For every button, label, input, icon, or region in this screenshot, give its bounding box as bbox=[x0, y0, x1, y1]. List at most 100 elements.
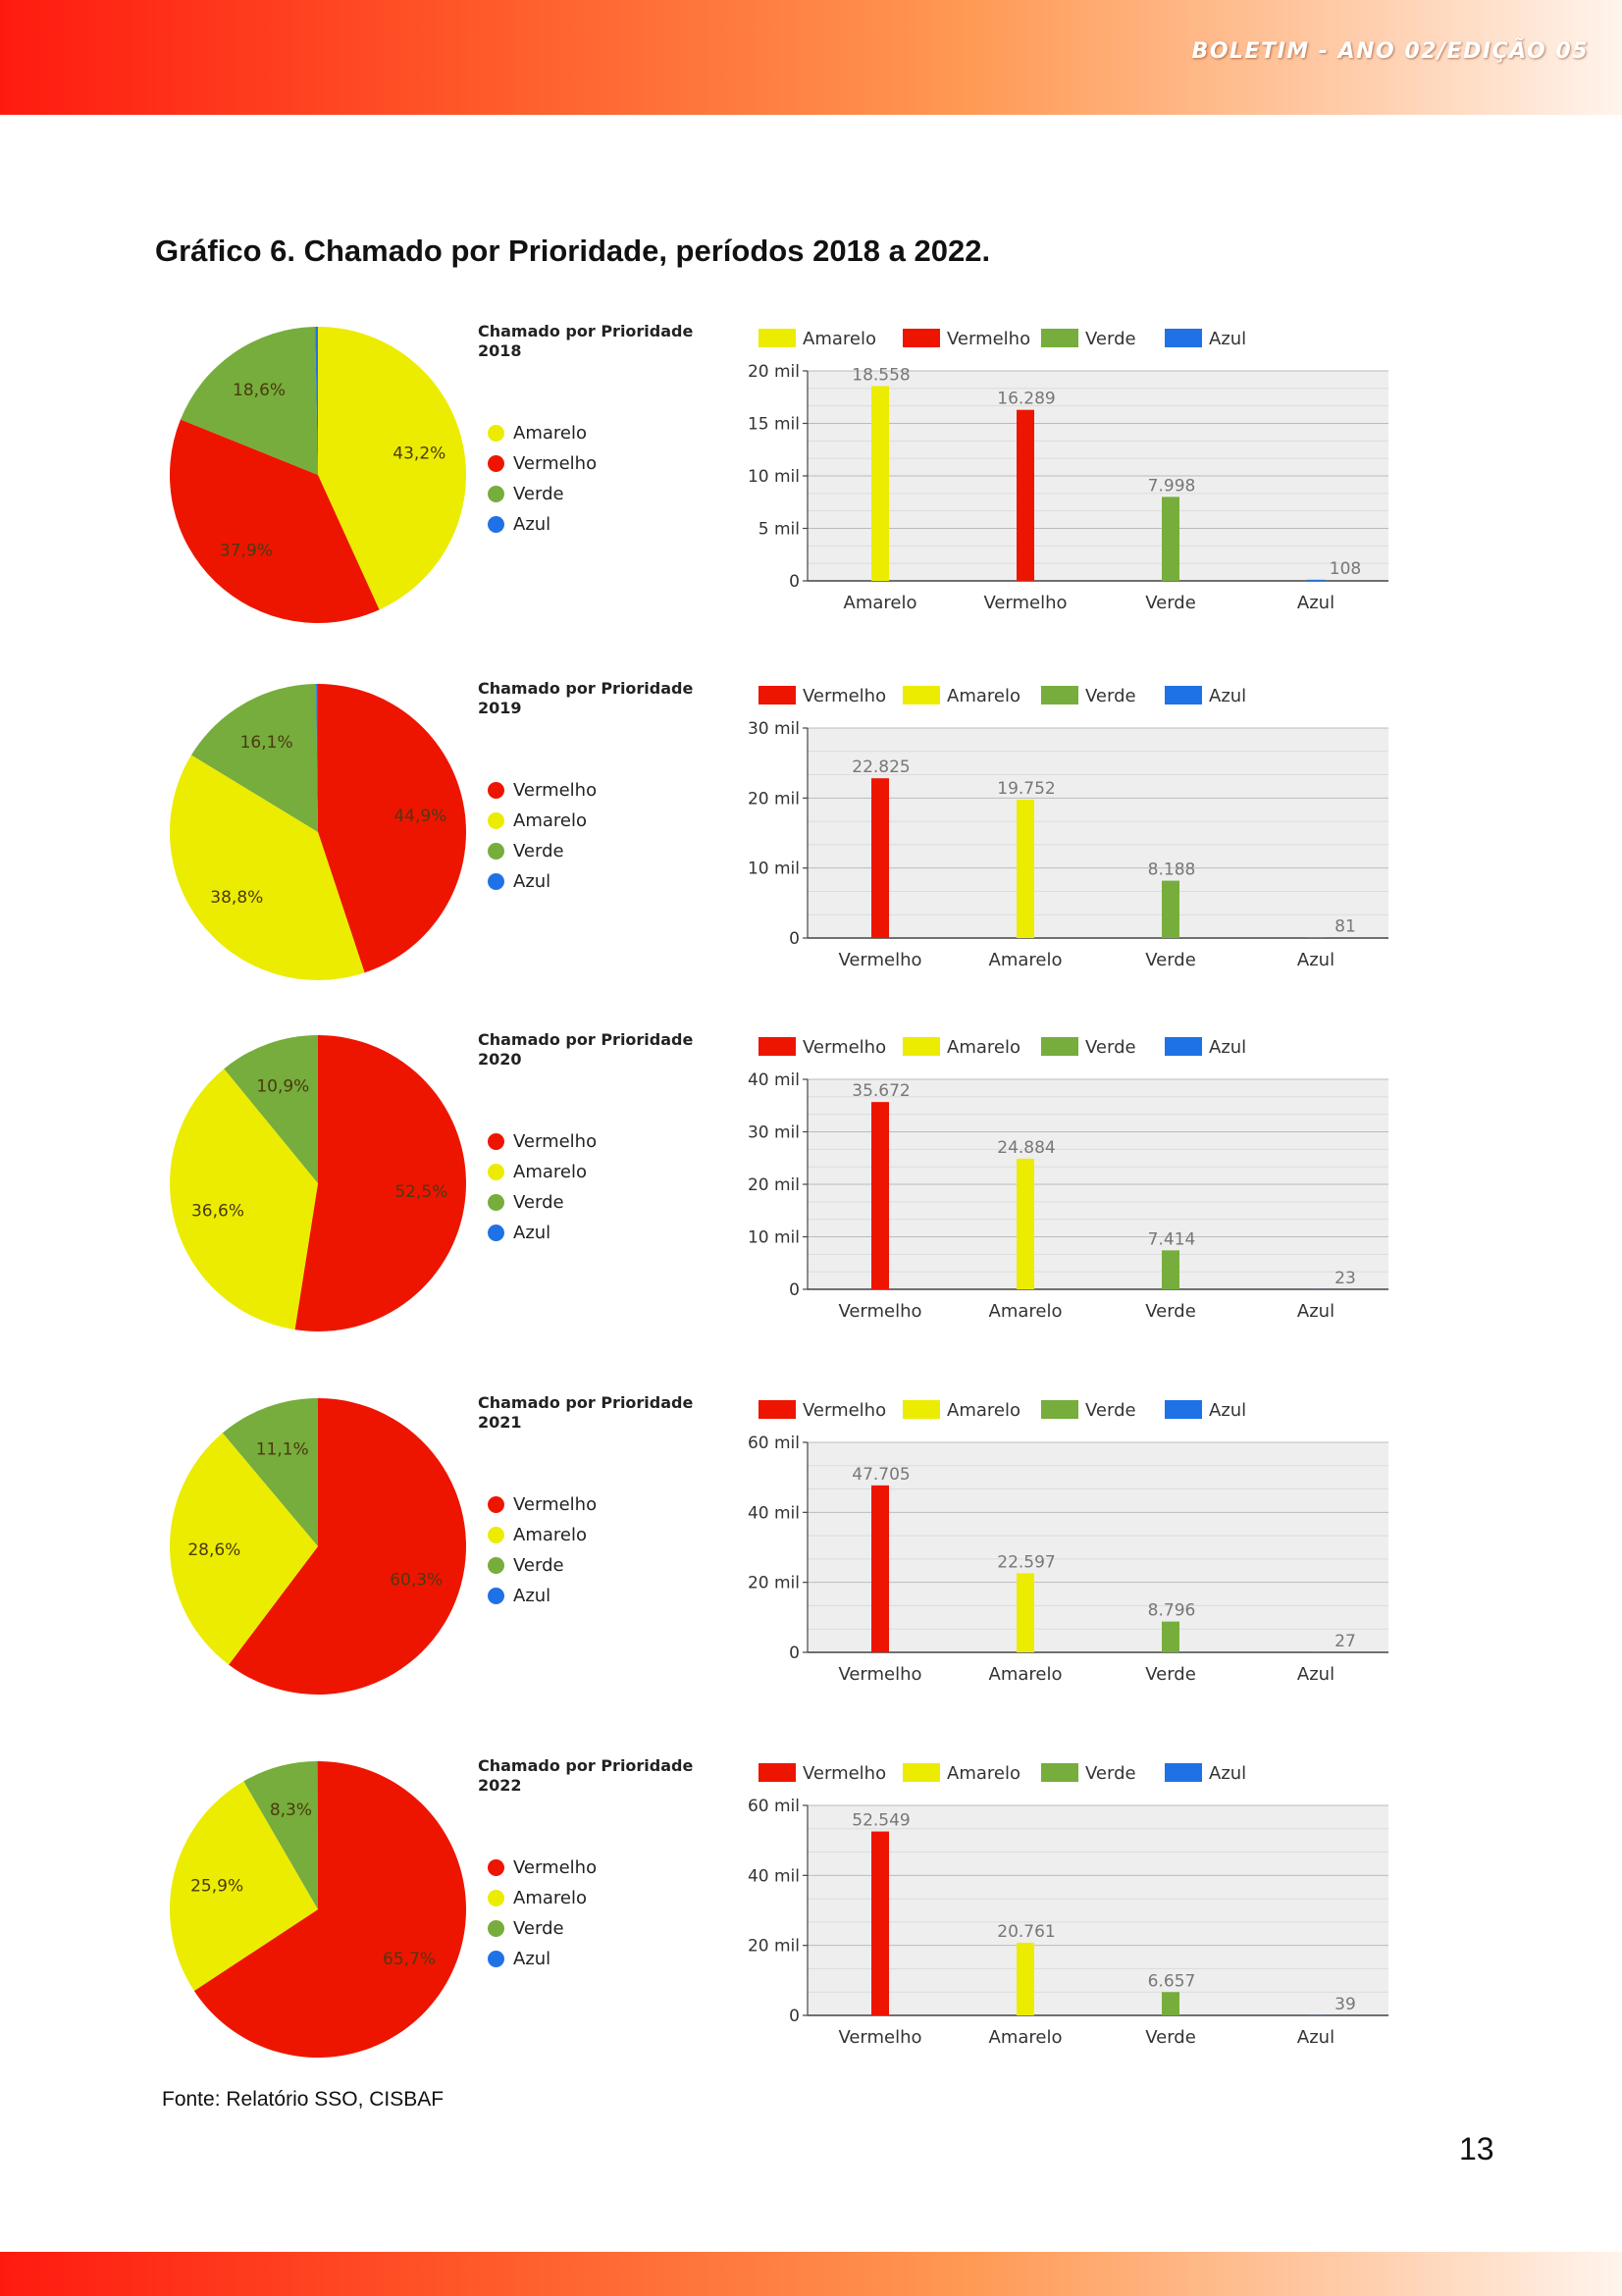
y-tick-label: 0 bbox=[789, 929, 800, 949]
pie-legend-item-amarelo: Amarelo bbox=[488, 1520, 597, 1550]
bar-legend-swatch-verde bbox=[1041, 686, 1078, 704]
pie-title-line: Chamado por Prioridade bbox=[478, 1756, 694, 1775]
bar-verde bbox=[1162, 1250, 1179, 1289]
legend-label: Verde bbox=[513, 484, 564, 504]
pie-legend-item-verde: Verde bbox=[488, 1913, 597, 1944]
pie-title-year: 2022 bbox=[478, 1776, 522, 1795]
pie-slice-amarelo bbox=[170, 755, 365, 980]
x-tick-label: Verde bbox=[1145, 2027, 1196, 2048]
x-tick-label: Azul bbox=[1297, 1301, 1334, 1322]
bar-legend-swatch-vermelho bbox=[759, 1763, 796, 1782]
y-tick-label: 30 mil bbox=[748, 1123, 800, 1143]
bar-legend-swatch-vermelho bbox=[903, 329, 940, 347]
pie-slice-amarelo bbox=[169, 1433, 318, 1665]
pie-chart: 43,2% 37,9% 18,6% bbox=[170, 327, 466, 623]
bar-verde bbox=[1162, 880, 1179, 938]
plot-area bbox=[808, 728, 1388, 938]
bar-legend-swatch-amarelo bbox=[903, 1037, 940, 1056]
footer-band bbox=[0, 2252, 1622, 2296]
pie-title-year: 2020 bbox=[478, 1050, 522, 1069]
pie-slice-label: 43,2% bbox=[392, 444, 445, 464]
pie-slice-amarelo bbox=[169, 1069, 318, 1331]
pie-legend-item-vermelho: Vermelho bbox=[488, 1126, 597, 1157]
bar-legend-swatch-azul bbox=[1165, 1763, 1202, 1782]
pie-chart: 52,5% 36,6% 10,9% bbox=[169, 1035, 466, 1331]
bar-value-label: 24.884 bbox=[997, 1138, 1055, 1158]
pie-slice-verde bbox=[191, 684, 318, 832]
bar-chart: Vermelho Amarelo Verde Azul 0 20 mil 40 mil 60 … bbox=[748, 1763, 1388, 2048]
pie-legend-item-verde: Verde bbox=[488, 836, 597, 866]
x-tick-label: Vermelho bbox=[983, 593, 1067, 613]
bar-legend-label: Verde bbox=[1085, 1763, 1136, 1784]
pie-slice-label: 25,9% bbox=[190, 1877, 243, 1897]
legend-label: Vermelho bbox=[513, 1131, 598, 1152]
y-tick-label: 0 bbox=[789, 1644, 800, 1663]
chart-row-2020: 52,5% 36,6% 10,9% Chamado por Prioridade 202… bbox=[147, 1030, 1452, 1354]
bar-chart: Vermelho Amarelo Verde Azul 0 20 mil 40 mil 60 … bbox=[748, 1400, 1388, 1685]
legend-dot-icon bbox=[488, 1588, 504, 1604]
bar-value-label: 27 bbox=[1334, 1632, 1356, 1651]
x-tick-label: Azul bbox=[1297, 950, 1334, 970]
bar-value-label: 39 bbox=[1334, 1995, 1356, 2014]
pie-slice-label: 11,1% bbox=[256, 1440, 309, 1460]
bar-legend-swatch-verde bbox=[1041, 329, 1078, 347]
bar-legend-label: Amarelo bbox=[803, 329, 876, 349]
x-tick-label: Vermelho bbox=[838, 2027, 921, 2048]
bar-legend-label: Azul bbox=[1209, 1763, 1246, 1784]
pie-legend-item-azul: Azul bbox=[488, 509, 597, 540]
bar-value-label: 20.761 bbox=[997, 1922, 1055, 1942]
pie-slice-label: 60,3% bbox=[390, 1571, 443, 1591]
bar-legend-label: Amarelo bbox=[947, 1763, 1020, 1784]
pie-legend-item-azul: Azul bbox=[488, 1218, 597, 1248]
y-tick-label: 20 mil bbox=[748, 362, 800, 382]
y-tick-label: 10 mil bbox=[748, 1228, 800, 1248]
bar-value-label: 19.752 bbox=[997, 779, 1055, 799]
page-number: 13 bbox=[1459, 2131, 1494, 2166]
pie-slice-verde bbox=[222, 1398, 318, 1546]
bar-legend-label: Amarelo bbox=[947, 686, 1020, 706]
y-tick-label: 40 mil bbox=[748, 1503, 800, 1523]
y-tick-label: 20 mil bbox=[748, 1175, 800, 1195]
legend-dot-icon bbox=[488, 1557, 504, 1574]
bar-legend-label: Verde bbox=[1085, 1037, 1136, 1058]
y-tick-label: 60 mil bbox=[748, 1797, 800, 1816]
legend-label: Verde bbox=[513, 1918, 564, 1939]
bar-value-label: 18.558 bbox=[852, 365, 910, 385]
bar-legend-label: Verde bbox=[1085, 1400, 1136, 1421]
bar-value-label: 52.549 bbox=[852, 1811, 910, 1831]
bar-value-label: 8.188 bbox=[1148, 861, 1196, 880]
bar-legend-label: Verde bbox=[1085, 329, 1136, 349]
legend-label: Amarelo bbox=[513, 1162, 587, 1182]
bar-legend-swatch-verde bbox=[1041, 1763, 1078, 1782]
pie-slice-amarelo bbox=[318, 327, 466, 610]
y-tick-label: 20 mil bbox=[748, 1574, 800, 1593]
legend-label: Amarelo bbox=[513, 423, 587, 444]
legend-dot-icon bbox=[488, 812, 504, 829]
bar-value-label: 35.672 bbox=[852, 1081, 910, 1101]
chart-row-2018: 43,2% 37,9% 18,6% Chamado por Prioridade 201… bbox=[147, 322, 1452, 646]
bar-legend-label: Vermelho bbox=[803, 686, 886, 706]
bar-chart: Vermelho Amarelo Verde Azul 0 10 mil 20 mil 30 … bbox=[748, 686, 1388, 970]
x-tick-label: Verde bbox=[1145, 1301, 1196, 1322]
legend-label: Azul bbox=[513, 1223, 551, 1243]
bar-legend-swatch-vermelho bbox=[759, 686, 796, 704]
bar-legend-label: Vermelho bbox=[803, 1763, 886, 1784]
bar-value-label: 23 bbox=[1334, 1269, 1356, 1288]
pie-legend-item-azul: Azul bbox=[488, 1944, 597, 1974]
bar-value-label: 8.796 bbox=[1148, 1601, 1196, 1621]
y-tick-label: 30 mil bbox=[748, 719, 800, 739]
pie-slice-verde bbox=[180, 327, 318, 475]
bar-legend-label: Amarelo bbox=[947, 1400, 1020, 1421]
y-tick-label: 40 mil bbox=[748, 1866, 800, 1886]
pie-slice-label: 18,6% bbox=[233, 381, 286, 400]
bar-value-label: 7.998 bbox=[1148, 476, 1196, 496]
pie-title-line: Chamado por Prioridade bbox=[478, 1393, 694, 1412]
legend-dot-icon bbox=[488, 516, 504, 533]
bar-value-label: 16.289 bbox=[997, 390, 1055, 409]
bar-value-label: 22.825 bbox=[852, 757, 910, 777]
plot-area bbox=[808, 1805, 1388, 2015]
x-tick-label: Vermelho bbox=[838, 1301, 921, 1322]
legend-label: Vermelho bbox=[513, 1857, 598, 1878]
legend-dot-icon bbox=[488, 782, 504, 799]
pie-slice-label: 8,3% bbox=[270, 1800, 312, 1820]
